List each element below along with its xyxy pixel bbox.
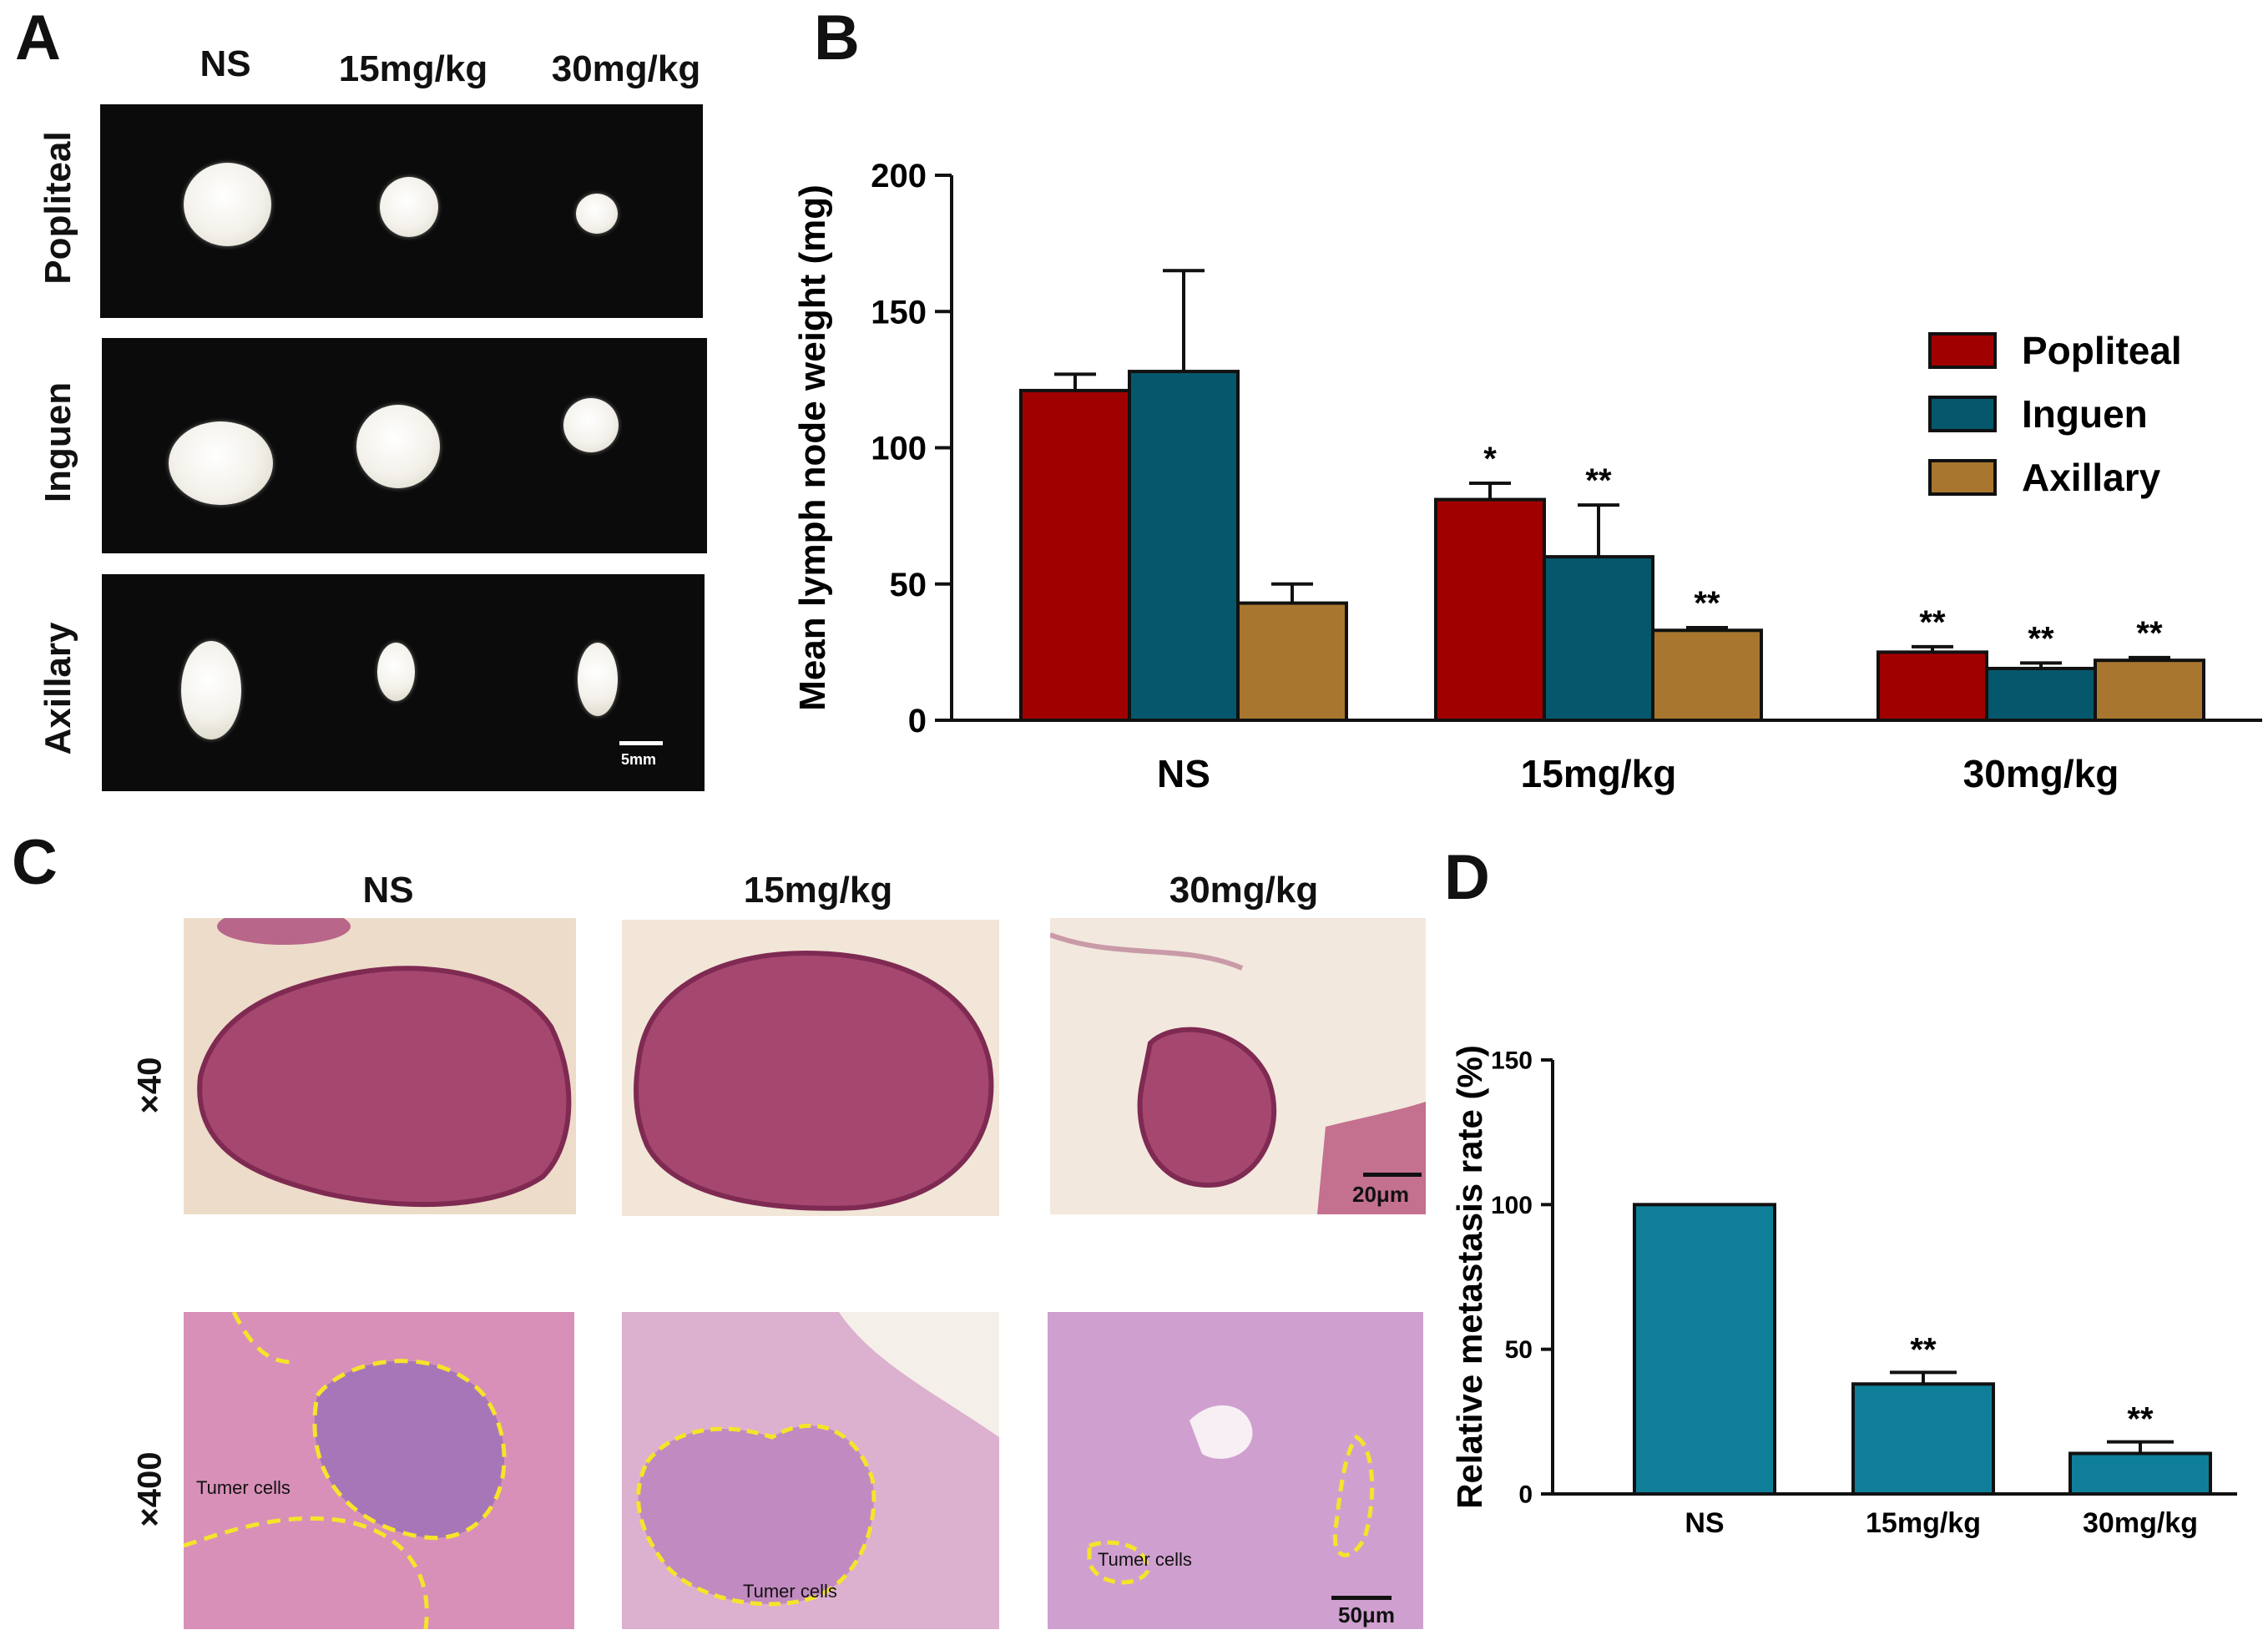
panel-a-col-30: 30mg/kg — [551, 48, 701, 89]
legend-label: Inguen — [2022, 392, 2148, 436]
scale-label-50um: 50μm — [1338, 1602, 1395, 1627]
bar-series-2 — [2068, 1451, 2212, 1496]
scale-bar-50um — [1331, 1596, 1392, 1600]
significance-marker: ** — [1694, 585, 1720, 622]
scale-label-5mm: 5mm — [621, 751, 657, 768]
significance-marker: ** — [1910, 1331, 1937, 1368]
tumor-cells-label-30: Tumer cells — [1098, 1549, 1192, 1570]
panel-c-row-400: ×400 — [131, 1451, 169, 1527]
category-label: NS — [1157, 752, 1210, 795]
node-inguen-ns — [169, 421, 273, 505]
category-label: 30mg/kg — [1963, 752, 2119, 795]
tumor-cells-label-ns: Tumer cells — [196, 1477, 290, 1498]
micrograph-40-15 — [622, 920, 999, 1216]
panel-c-letter: C — [12, 827, 58, 898]
bar-inguen-2 — [1985, 666, 2097, 723]
y-tick-label: 100 — [1491, 1192, 1533, 1219]
category-label: 15mg/kg — [1521, 752, 1677, 795]
micrograph-40-30: 20μm — [1050, 918, 1426, 1214]
node-axillary-ns — [181, 641, 241, 739]
tumor-cells-label-15: Tumer cells — [743, 1581, 837, 1602]
micrograph-400-ns: Tumer cells — [184, 1312, 574, 1629]
significance-marker: ** — [1919, 604, 1946, 641]
legend-swatch — [1928, 396, 1997, 432]
legend-swatch — [1928, 332, 1997, 369]
legend-swatch — [1928, 459, 1997, 496]
node-popliteal-15 — [380, 177, 438, 237]
bar-popliteal-0 — [1019, 388, 1131, 722]
category-label: 15mg/kg — [1866, 1507, 1981, 1539]
bar-axillary-0 — [1236, 601, 1348, 722]
y-tick-label: 100 — [871, 431, 927, 467]
y-tick-label: 0 — [1518, 1481, 1533, 1509]
node-axillary-30 — [578, 643, 618, 716]
y-tick-label: 50 — [890, 567, 927, 603]
bar-axillary-2 — [2094, 659, 2205, 722]
y-tick-label: 150 — [1491, 1047, 1533, 1075]
panel-c-row-40: ×40 — [131, 1057, 169, 1114]
category-label: NS — [1685, 1507, 1724, 1539]
scale-bar-5mm — [619, 741, 663, 745]
chart-b: 0 50 100 150 200 Mean lymph node weight (mg) N… — [792, 158, 2262, 795]
node-axillary-15 — [377, 643, 415, 701]
scale-label-20um: 20μm — [1352, 1182, 1409, 1207]
scale-bar-20um — [1363, 1173, 1422, 1177]
y-tick-label: 50 — [1505, 1336, 1533, 1364]
micrograph-40-ns — [184, 918, 576, 1214]
bar-popliteal-2 — [1877, 650, 1988, 722]
panel-a-row-inguen: Inguen — [38, 381, 78, 503]
significance-marker: * — [1483, 441, 1497, 477]
bar-axillary-1 — [1651, 628, 1763, 723]
category-label: 30mg/kg — [2083, 1507, 2198, 1539]
node-popliteal-ns — [184, 163, 271, 246]
y-tick-label: 150 — [871, 294, 927, 331]
panel-a-col-ns: NS — [200, 43, 251, 84]
photo-inguen — [102, 338, 707, 553]
bar-inguen-1 — [1543, 555, 1654, 722]
node-inguen-15 — [356, 405, 440, 488]
panel-c-col-30: 30mg/kg — [1169, 870, 1319, 911]
panel-a-row-popliteal: Popliteal — [38, 131, 78, 285]
legend-label: Popliteal — [2022, 329, 2182, 372]
significance-marker: ** — [1585, 462, 1612, 499]
panel-b-letter: B — [814, 3, 860, 73]
panel-c-col-15: 15mg/kg — [743, 870, 893, 911]
bar-inguen-0 — [1128, 370, 1240, 722]
node-inguen-30 — [563, 398, 619, 452]
significance-marker: ** — [2127, 1401, 2154, 1438]
bar-series-1 — [1851, 1382, 1995, 1496]
y-tick-label: 200 — [871, 158, 927, 194]
photo-axillary: 5mm — [102, 574, 705, 791]
y-axis-label: Relative metastasis rate (%) — [1450, 1045, 1489, 1509]
y-axis-label: Mean lymph node weight (mg) — [792, 184, 833, 711]
significance-marker: ** — [2136, 615, 2163, 652]
micrograph-400-30: Tumer cells 50μm — [1048, 1312, 1423, 1629]
panel-a-row-axillary: Axillary — [38, 622, 78, 755]
panel-d-letter: D — [1444, 842, 1490, 913]
bar-popliteal-1 — [1434, 497, 1546, 722]
photo-popliteal — [100, 104, 703, 318]
panel-a-col-15: 15mg/kg — [338, 48, 488, 89]
panel-a-letter: A — [15, 3, 61, 73]
y-tick-label: 0 — [908, 703, 927, 739]
bar-series-0 — [1633, 1203, 1776, 1496]
significance-marker: ** — [2028, 620, 2054, 657]
legend-label: Axillary — [2022, 456, 2161, 499]
micrograph-400-15: Tumer cells — [622, 1312, 999, 1629]
panel-c-col-ns: NS — [362, 870, 414, 911]
node-popliteal-30 — [576, 194, 618, 234]
